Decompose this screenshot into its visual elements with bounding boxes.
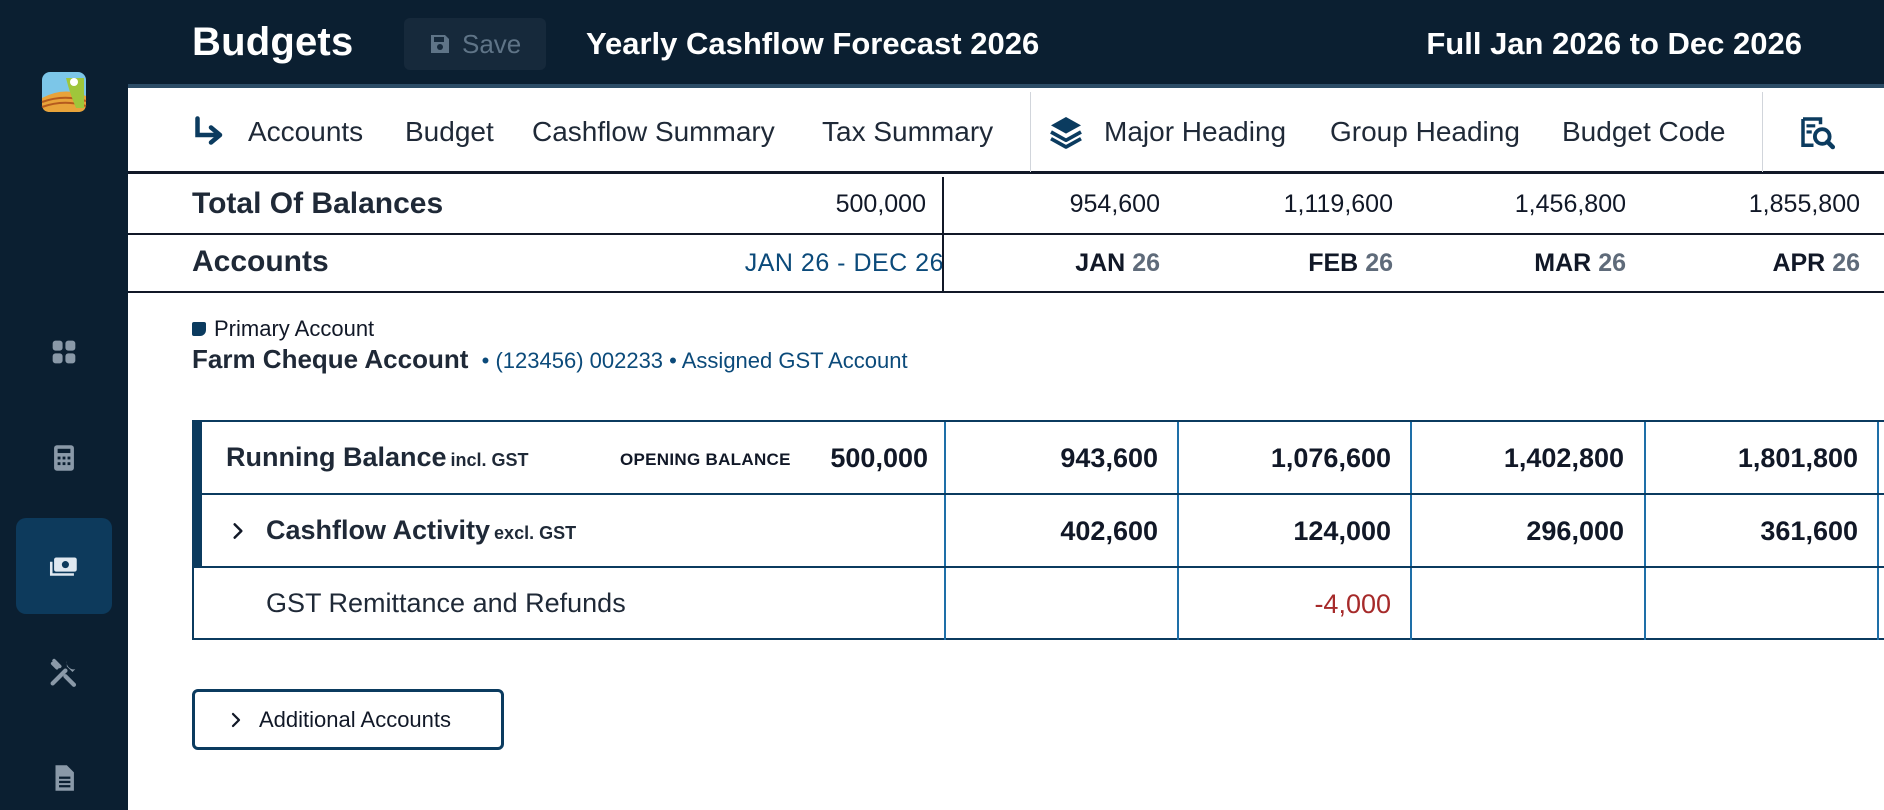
nav-divider [1762,92,1763,172]
running-balance-cell: 1,801,800 [1737,443,1858,473]
gst-remittance-row: GST Remittance and Refunds -4,000 [194,568,1884,640]
additional-accounts-button[interactable]: Additional Accounts [192,689,504,750]
nav-tax-summary[interactable]: Tax Summary [822,116,994,147]
cell-divider [944,422,946,493]
sidebar-item-tools[interactable] [16,624,112,720]
cell-divider [1644,495,1646,566]
page-title: Budgets [192,20,354,64]
cell-divider [1410,495,1412,566]
calculator-icon [54,445,74,471]
app-logo[interactable] [40,68,88,116]
account-name-label: Farm Cheque Account [192,344,469,374]
row-accent [194,422,202,493]
sidebar-item-cashflow[interactable] [16,518,112,614]
cashflow-activity-row[interactable]: Cashflow Activity excl. GST 402,600 124,0… [194,495,1884,568]
sidebar-item-dashboard[interactable] [16,304,112,400]
sidebar-item-calculator[interactable] [16,410,112,506]
nav-accounts[interactable]: Accounts [248,116,364,147]
total-overall-value: 500,000 [835,190,926,218]
cell-divider [1644,568,1646,640]
cashflow-activity-cell: 361,600 [1760,516,1858,546]
account-type: Primary Account [192,316,374,342]
turn-down-right-arrow-icon [195,116,223,145]
cell-divider [1177,495,1179,566]
total-month-value: 1,456,800 [1514,190,1626,218]
account-meta: • (123456) 002233 • Assigned GST Account [481,348,908,373]
document-icon [55,765,74,791]
total-month-value: 954,600 [1069,190,1160,218]
period-title[interactable]: Full Jan 2026 to Dec 2026 [1426,26,1802,61]
row-accent [194,495,202,566]
nav-budget-code[interactable]: Budget Code [1562,116,1726,147]
layers-icon [1050,117,1082,149]
running-balance-cell: 1,402,800 [1503,443,1624,473]
month-header-apr: APR 26 [1772,249,1860,277]
tools-icon [50,658,77,687]
nav-divider [1030,92,1031,172]
cashflow-activity-cell: 402,600 [1060,516,1158,546]
nav-group-heading[interactable]: Group Heading [1330,116,1520,147]
opening-balance-label: OPENING BALANCE [620,450,791,469]
account-name[interactable]: Farm Cheque Account • (123456) 002233 • … [192,344,908,375]
account-type-label: Primary Account [214,316,375,341]
search-detail-icon[interactable] [1796,112,1838,154]
nav-major-heading[interactable]: Major Heading [1104,116,1287,147]
chevron-right-icon[interactable] [228,521,248,541]
column-divider [942,235,944,291]
cashflow-activity-cell: 124,000 [1293,516,1391,546]
cell-divider [1877,568,1879,640]
cashflow-activity-cell: 296,000 [1526,516,1624,546]
month-header-jan: JAN 26 [1075,249,1160,277]
cash-money-icon [49,557,77,576]
cell-divider [1644,422,1646,493]
total-month-value: 1,119,600 [1283,190,1393,218]
cell-divider [1877,422,1879,493]
account-type-marker-icon [192,322,206,336]
cell-divider [1877,495,1879,566]
accounts-header-row: Accounts JAN 26 - DEC 26 JAN 26 FEB 26 M… [128,235,1884,293]
cell-divider [1177,422,1179,493]
view-nav: Accounts Budget Cashflow Summary Tax Sum… [128,92,1884,174]
opening-balance-value[interactable]: 500,000 [830,443,928,473]
cell-divider [1410,568,1412,640]
total-of-balances-row: Total Of Balances 500,000 954,600 1,119,… [128,177,1884,235]
save-button-label: Save [462,28,522,59]
cell-divider [944,568,946,640]
account-table: Running Balance incl. GST OPENING BALANCE… [192,420,1884,640]
save-button[interactable]: Save [404,18,546,70]
gst-cell[interactable]: -4,000 [1314,589,1391,619]
running-balance-label: Running Balance incl. GST [226,442,529,472]
cashflow-activity-label: Cashflow Activity excl. GST [266,515,577,545]
additional-accounts-label: Additional Accounts [259,706,452,732]
gst-remittance-label: GST Remittance and Refunds [266,588,626,618]
chevron-right-icon [231,712,241,727]
accounts-heading: Accounts [192,245,329,278]
running-balance-cell: 1,076,600 [1270,443,1391,473]
cell-divider [1177,568,1179,640]
total-month-value: 1,855,800 [1748,190,1860,218]
column-divider [942,177,944,235]
month-header-mar: MAR 26 [1534,249,1626,277]
running-balance-cell: 943,600 [1060,443,1158,473]
nav-cashflow-summary[interactable]: Cashflow Summary [532,116,775,147]
cell-divider [944,495,946,566]
month-header-feb: FEB 26 [1308,249,1393,277]
sidebar-item-documents[interactable] [16,730,112,810]
top-header: Budgets Save Yearly Cashflow Forecast 20… [128,0,1884,88]
date-range[interactable]: JAN 26 - DEC 26 [744,249,944,277]
sidebar [0,0,128,810]
cell-divider [1410,422,1412,493]
floppy-disk-icon [431,35,449,53]
dashboard-grid-icon [52,340,76,364]
running-balance-row: Running Balance incl. GST OPENING BALANCE… [194,422,1884,495]
document-title: Yearly Cashflow Forecast 2026 [586,26,1040,61]
nav-budget[interactable]: Budget [405,116,494,147]
total-of-balances-label: Total Of Balances [192,187,444,220]
